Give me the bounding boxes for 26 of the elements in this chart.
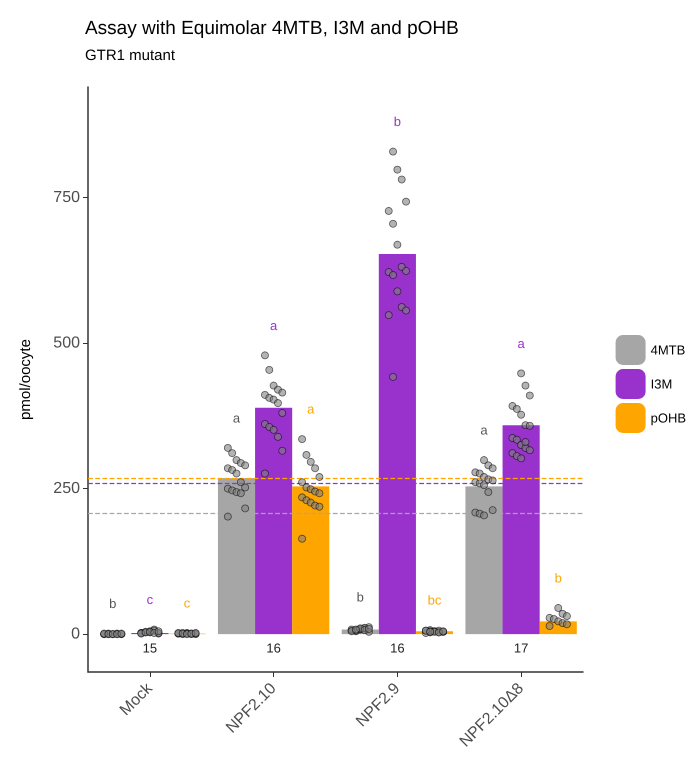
annotation: a [307,402,316,417]
annotation: b [356,590,364,605]
annotation: a [270,318,278,333]
annotation: b [394,114,401,130]
chart-title: Assay with Equimolar 4MTB, I3M and pOHB [85,18,459,39]
annotation: a [232,410,241,426]
annotation: b [554,570,562,586]
legend-label: 4MTB [650,342,686,358]
legend-label: I3M [650,376,672,392]
y-axis-title: pmol/oocyte [17,339,34,420]
annotation: 16 [390,640,405,656]
annotation: bc [428,592,442,608]
annotation: a [518,336,526,351]
annotation: a [480,422,488,438]
legend-label: pOHB [650,410,686,426]
chart-subtitle: GTR1 mutant [85,47,176,64]
annotation: c [146,592,154,608]
annotation: 17 [514,640,528,656]
annotation: b [109,596,116,612]
annotation: c [184,596,191,610]
y-tick-label: 250 [53,480,80,498]
y-tick-label: 0 [71,626,80,643]
y-tick-label: 500 [53,334,80,352]
annotation: 15 [142,640,158,656]
y-tick-label: 750 [53,189,80,206]
annotation: 16 [266,640,281,656]
